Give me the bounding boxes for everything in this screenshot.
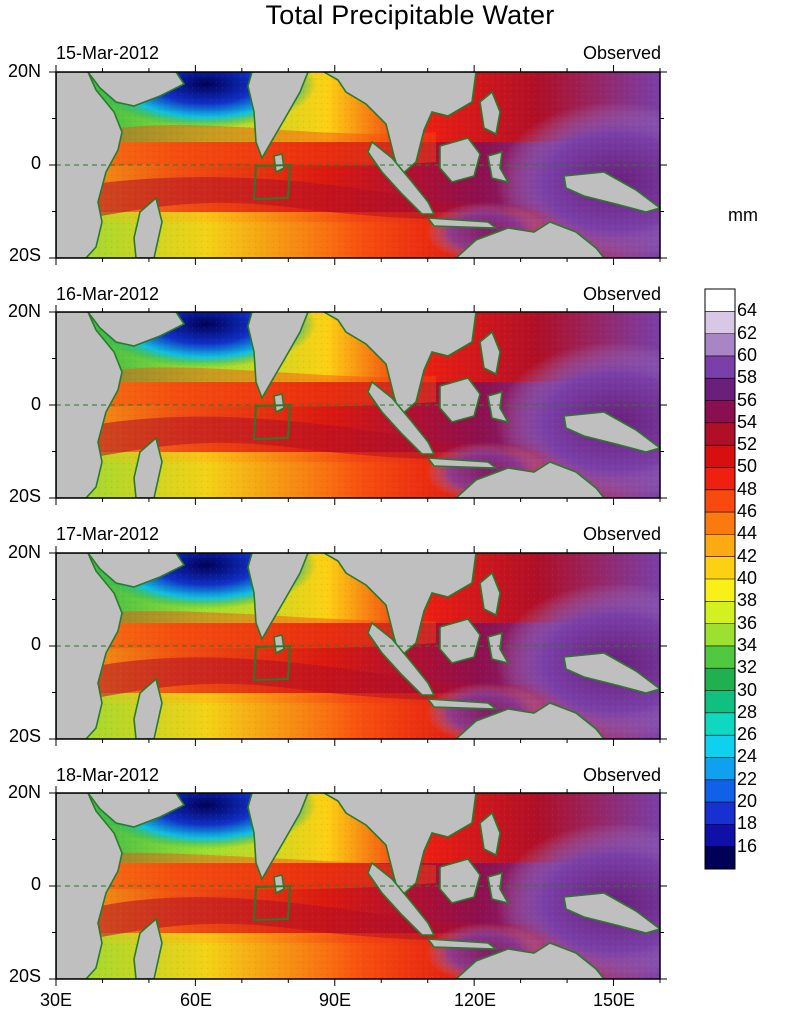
colorbar-units: mm — [728, 205, 758, 225]
colorbar-swatch — [705, 824, 735, 847]
colorbar-tick-label: 62 — [737, 322, 758, 343]
colorbar-swatch — [705, 690, 735, 714]
colorbar-tick-label: 38 — [737, 590, 758, 611]
lon-label-30e: 30E — [39, 990, 73, 1010]
colorbar-tick-label: 20 — [737, 791, 758, 812]
lat-label-20s: 20S — [8, 726, 41, 746]
colorbar-swatch — [705, 556, 735, 580]
colorbar-swatch — [705, 735, 735, 758]
colorbar-tick-label: 60 — [737, 344, 758, 365]
lat-label-20s: 20S — [8, 245, 41, 265]
colorbar-swatch — [705, 355, 735, 379]
colorbar-swatch — [705, 467, 735, 491]
colorbar-swatch — [705, 333, 735, 357]
study-box — [252, 163, 292, 201]
lat-label-20s: 20S — [8, 966, 41, 986]
colorbar-swatch — [705, 779, 735, 803]
colorbar-swatch — [705, 489, 735, 513]
colorbar-swatch — [705, 802, 735, 825]
colorbar-tick-label: 50 — [737, 456, 758, 477]
map-panel-2 — [49, 305, 667, 505]
colorbar-tick-label: 26 — [737, 724, 758, 745]
colorbar-tick-label: 30 — [737, 679, 758, 700]
lat-label-eq: 0 — [30, 874, 41, 894]
colorbar-swatch — [705, 534, 735, 557]
panel-3-date: 17-Mar-2012 — [56, 524, 160, 544]
panel-4-observed: Observed — [582, 765, 661, 785]
map-panel-3 — [49, 546, 667, 746]
colorbar-tick-label: 58 — [737, 367, 758, 388]
colorbar-tick-label: 52 — [737, 434, 758, 455]
colorbar-swatch — [705, 400, 735, 424]
colorbar-swatch — [705, 601, 735, 624]
colorbar-swatch — [705, 289, 735, 312]
colorbar-swatch — [705, 645, 735, 669]
lon-label-90e: 90E — [318, 990, 352, 1010]
panel-1-observed: Observed — [582, 43, 661, 63]
panel-2-date: 16-Mar-2012 — [56, 284, 160, 304]
colorbar-swatch — [705, 668, 735, 691]
panel-2-observed: Observed — [582, 284, 661, 304]
lon-label-120e: 120E — [453, 990, 497, 1010]
lon-label-150e: 150E — [592, 990, 636, 1010]
colorbar-tick-label: 44 — [737, 523, 758, 544]
map-panel-1 — [49, 65, 667, 265]
lat-label-20n: 20N — [7, 782, 41, 802]
lat-label-20n: 20N — [7, 542, 41, 562]
lat-label-eq: 0 — [30, 394, 41, 414]
colorbar-swatch — [705, 846, 735, 870]
colorbar-tick-label: 54 — [737, 411, 758, 432]
colorbar-swatch — [705, 422, 735, 446]
colorbar — [704, 288, 736, 870]
colorbar-tick-label: 48 — [737, 478, 758, 499]
lat-label-eq: 0 — [30, 153, 41, 173]
colorbar-swatch — [705, 512, 735, 535]
lat-label-eq: 0 — [30, 634, 41, 654]
colorbar-swatch — [705, 757, 735, 781]
colorbar-swatch — [705, 378, 735, 401]
lon-label-60e: 60E — [179, 990, 213, 1010]
colorbar-tick-label: 64 — [737, 300, 758, 321]
lat-label-20s: 20S — [8, 486, 41, 506]
study-box — [252, 884, 292, 922]
lat-label-20n: 20N — [7, 61, 41, 81]
colorbar-tick-label: 18 — [737, 813, 758, 834]
colorbar-swatch — [705, 623, 735, 647]
panel-1-date: 15-Mar-2012 — [56, 43, 160, 63]
colorbar-swatch — [705, 445, 735, 468]
colorbar-tick-label: 42 — [737, 545, 758, 566]
figure-title: Total Precipitable Water — [265, 0, 555, 30]
panel-3-observed: Observed — [582, 524, 661, 544]
study-box — [252, 644, 292, 682]
colorbar-swatch — [705, 712, 735, 736]
colorbar-tick-label: 22 — [737, 768, 758, 789]
colorbar-tick-label: 40 — [737, 568, 758, 588]
colorbar-swatch — [705, 579, 735, 602]
colorbar-tick-label: 34 — [737, 634, 758, 655]
panel-4-date: 18-Mar-2012 — [56, 765, 160, 785]
colorbar-tick-label: 36 — [737, 612, 758, 633]
colorbar-tick-label: 16 — [737, 835, 758, 856]
colorbar-tick-label: 28 — [737, 701, 758, 722]
study-box — [252, 403, 292, 441]
colorbar-tick-label: 56 — [737, 389, 758, 410]
colorbar-tick-label: 46 — [737, 501, 758, 522]
colorbar-swatch — [705, 311, 735, 334]
map-panel-4 — [49, 786, 667, 986]
lat-label-20n: 20N — [7, 301, 41, 321]
colorbar-tick-label: 24 — [737, 746, 758, 767]
colorbar-tick-label: 32 — [737, 657, 758, 678]
